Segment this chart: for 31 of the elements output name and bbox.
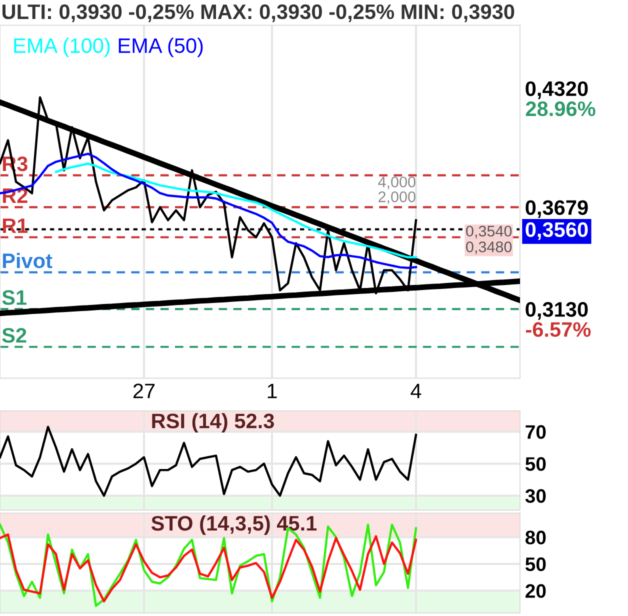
ref-line-label: S2 xyxy=(2,328,26,343)
annotation: 0,3480 xyxy=(466,241,512,254)
ref-line-label: S1 xyxy=(2,290,26,305)
line-series xyxy=(0,152,418,269)
y-tick-label: 0,3679 xyxy=(526,200,588,218)
text: 28.96% xyxy=(526,101,596,116)
annotation: 2,000 xyxy=(378,191,416,204)
annotation: 4,000 xyxy=(378,176,416,190)
y-tick-label: 0,4320 xyxy=(526,81,588,100)
text: EMA (50) xyxy=(118,38,203,58)
text: -6.57% xyxy=(526,322,591,337)
ref-line-label: R1 xyxy=(2,218,28,233)
annotation: 0,3540 xyxy=(466,226,512,238)
y-tick-label: 50 xyxy=(525,557,546,572)
y-tick-label: 80 xyxy=(525,530,546,544)
y-tick-label: 50 xyxy=(525,457,546,471)
y-tick-label: 30 xyxy=(525,489,546,503)
line-series xyxy=(0,533,418,602)
y-tick-label: 20 xyxy=(526,584,546,598)
y-tick-label: 0,3130 xyxy=(526,302,588,320)
x-tick-label: 27 xyxy=(133,384,155,398)
chart-title: ULTI: 0,3930 -0,25% MAX: 0,3930 -0,25% MIN: 0,3930 xyxy=(2,4,514,22)
chart-title: STO (14,3,5) 45.1 xyxy=(151,515,317,535)
chart-title: RSI (14) 52.3 xyxy=(152,413,274,432)
x-tick-label: 4 xyxy=(410,384,422,398)
ref-line-label: Pivot xyxy=(2,252,52,268)
y-tick-label: 0,3560 xyxy=(526,222,588,240)
x-tick-label: 1 xyxy=(268,384,277,398)
y-tick-label: 70 xyxy=(526,425,546,439)
text: EMA (100) xyxy=(14,38,110,58)
line-series xyxy=(54,162,418,258)
